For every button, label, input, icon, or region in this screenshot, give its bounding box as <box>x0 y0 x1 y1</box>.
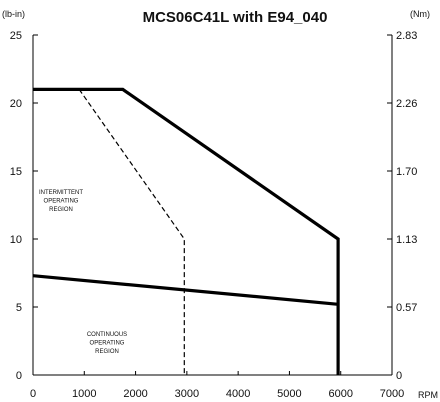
series-group <box>32 87 340 375</box>
y-left-tick-label: 10 <box>10 234 22 246</box>
left-unit-label: (lb-in) <box>2 9 25 19</box>
x-tick-label: 2000 <box>123 388 147 400</box>
continuous-region-label-line: REGION <box>95 349 119 355</box>
x-tick-label: 0 <box>30 388 36 400</box>
series-line-3 <box>78 89 185 375</box>
y-left-tick-label: 15 <box>10 166 22 178</box>
annotations-group: INTERMITTENT OPERATING REGION CONTINUOUS OPE… <box>39 190 127 355</box>
y-right-tick-label: 0 <box>396 370 402 382</box>
x-tick-label: 6000 <box>328 388 352 400</box>
y-left-tick-label: 0 <box>16 370 22 382</box>
x-tick-label: 4000 <box>226 388 250 400</box>
y-right-tick-label: 0.57 <box>396 302 417 314</box>
intermittent-region-label-line: OPERATING <box>44 199 79 205</box>
x-tick-label: 5000 <box>277 388 301 400</box>
y-right-tick-label: 1.13 <box>396 234 417 246</box>
series-line-2 <box>32 274 339 306</box>
y-left-tick-label: 25 <box>10 30 22 42</box>
x-unit-label: RPM <box>418 390 438 400</box>
axes-group: 0 5 10 15 20 25 0 0.57 1.13 1.70 2.26 2.83 0 1000 2000… <box>10 30 418 400</box>
y-right-tick-label: 1.70 <box>396 166 417 178</box>
y-right-tick-label: 2.83 <box>396 30 417 42</box>
intermittent-region-label-line: INTERMITTENT <box>39 190 83 196</box>
x-tick-label: 7000 <box>380 388 404 400</box>
continuous-region-label-line: OPERATING <box>90 341 125 347</box>
right-unit-label: (Nm) <box>410 9 430 19</box>
series-line-1 <box>33 87 340 375</box>
intermittent-region-label-line: REGION <box>49 207 73 213</box>
x-tick-label: 1000 <box>72 388 96 400</box>
chart-title: MCS06C41L with E94_040 <box>143 9 328 26</box>
y-left-tick-label: 20 <box>10 98 22 110</box>
y-left-tick-label: 5 <box>16 302 22 314</box>
continuous-region-label-line: CONTINUOUS <box>87 332 127 338</box>
x-tick-label: 3000 <box>175 388 199 400</box>
y-right-tick-label: 2.26 <box>396 98 417 110</box>
